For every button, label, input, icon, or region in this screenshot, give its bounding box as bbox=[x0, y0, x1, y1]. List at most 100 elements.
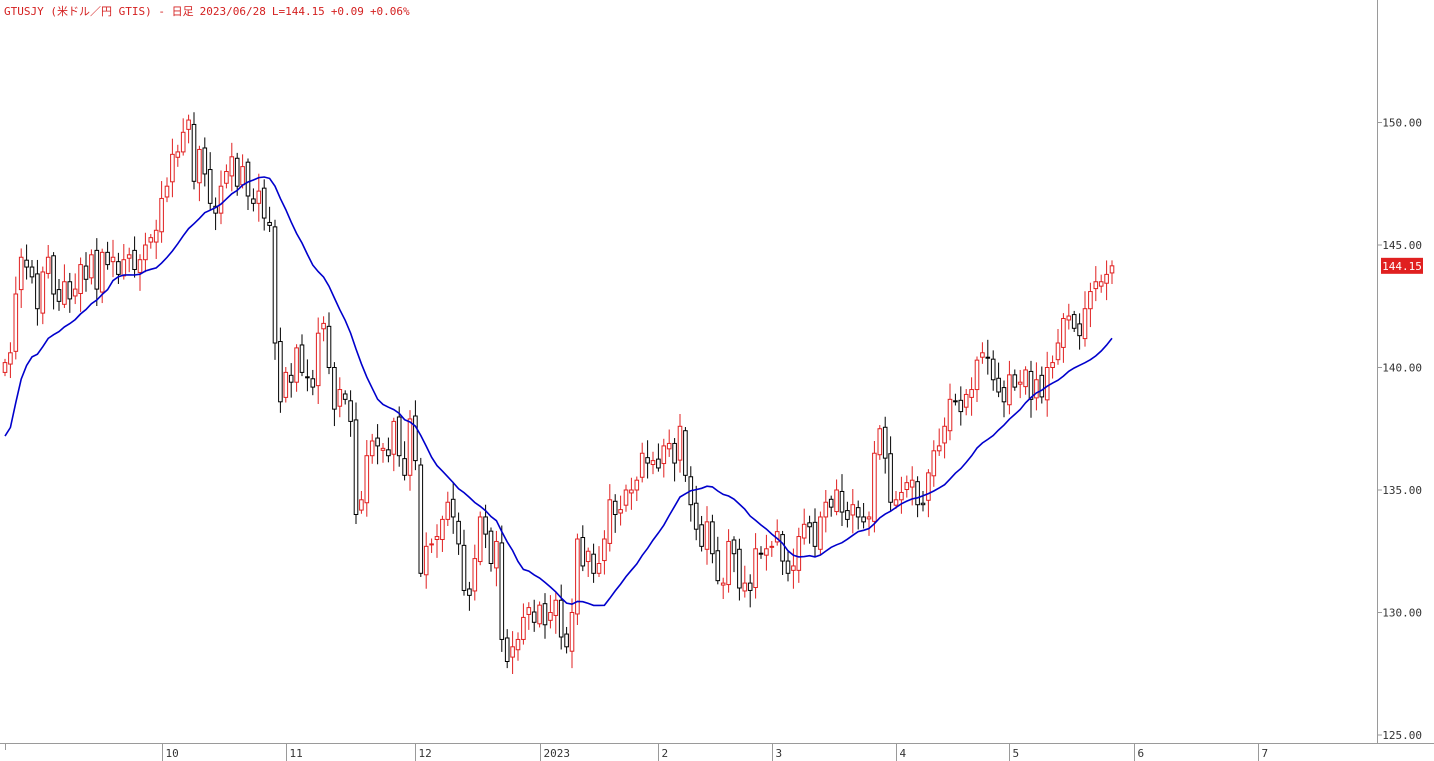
candle bbox=[764, 534, 769, 571]
candle bbox=[823, 490, 829, 533]
candle bbox=[931, 440, 937, 487]
candle-body bbox=[1055, 342, 1061, 361]
candle bbox=[294, 344, 299, 392]
candle-body bbox=[13, 293, 19, 352]
candle-body bbox=[110, 256, 116, 263]
candle bbox=[607, 484, 613, 552]
candle bbox=[477, 511, 483, 566]
candle-body bbox=[936, 445, 942, 452]
candle-body bbox=[261, 187, 267, 219]
candle bbox=[1007, 360, 1012, 415]
candle bbox=[251, 188, 256, 212]
candle-body bbox=[985, 356, 991, 359]
candle-body bbox=[218, 185, 224, 214]
candle bbox=[553, 591, 559, 634]
candle bbox=[29, 259, 35, 284]
candle bbox=[186, 114, 191, 144]
candle-body bbox=[753, 548, 758, 589]
candle bbox=[1050, 355, 1055, 379]
candle-body bbox=[904, 482, 910, 491]
candle-body bbox=[1088, 291, 1093, 310]
candle-body bbox=[326, 325, 332, 368]
candle-body bbox=[418, 464, 424, 574]
candle-body bbox=[866, 516, 872, 520]
candle bbox=[78, 257, 83, 312]
moving-average-line bbox=[4, 176, 1113, 607]
candle bbox=[1061, 313, 1066, 363]
candle-body bbox=[1104, 273, 1109, 284]
candle bbox=[105, 241, 110, 270]
candle bbox=[418, 457, 424, 577]
candle-body bbox=[623, 489, 629, 506]
candle-body bbox=[990, 358, 996, 381]
candle bbox=[807, 515, 812, 544]
candle-body bbox=[785, 560, 791, 574]
candle bbox=[1077, 313, 1082, 350]
candle-body bbox=[1066, 315, 1072, 321]
candle-body bbox=[666, 442, 672, 450]
candle-body bbox=[607, 499, 613, 544]
candle-body bbox=[715, 550, 721, 582]
candle bbox=[699, 515, 704, 552]
candle-body bbox=[580, 537, 586, 567]
candle bbox=[445, 491, 451, 527]
candle-body bbox=[553, 599, 559, 616]
candle-body bbox=[969, 389, 974, 398]
candle bbox=[904, 475, 910, 498]
candle-body bbox=[224, 171, 229, 184]
candle-body bbox=[504, 637, 510, 662]
candle-body bbox=[531, 611, 537, 623]
x-tick-label: 12 bbox=[419, 747, 432, 760]
candle-body bbox=[1093, 281, 1099, 290]
candle bbox=[737, 538, 742, 601]
candle bbox=[872, 441, 877, 533]
candle-body bbox=[213, 205, 218, 214]
last-price-text: L=144.15 bbox=[271, 5, 325, 18]
candle-body bbox=[186, 119, 191, 130]
candle bbox=[893, 490, 899, 509]
candle bbox=[839, 474, 845, 527]
candle bbox=[612, 494, 618, 533]
last-price-badge: 144.15 bbox=[1381, 257, 1423, 274]
candle-body bbox=[29, 266, 35, 278]
candle-body bbox=[105, 251, 110, 266]
candle-body bbox=[882, 426, 888, 459]
candle bbox=[899, 476, 904, 514]
candle-body bbox=[380, 447, 386, 451]
candle bbox=[715, 536, 721, 585]
last-price-badge-bg bbox=[1381, 257, 1423, 274]
candle-body bbox=[818, 516, 823, 550]
candle-body bbox=[483, 516, 488, 535]
date-label: 2023/06/28 bbox=[199, 5, 266, 18]
candle-body bbox=[764, 548, 769, 556]
candle-body bbox=[1039, 374, 1045, 398]
candle bbox=[148, 233, 154, 249]
candle bbox=[45, 245, 51, 279]
candle bbox=[650, 451, 656, 475]
candle-body bbox=[677, 425, 683, 461]
candle-body bbox=[602, 538, 607, 562]
candle-body bbox=[612, 500, 618, 515]
candle bbox=[288, 363, 294, 398]
candle-body bbox=[56, 289, 62, 302]
change-label: +0.09 bbox=[330, 5, 364, 18]
candle-body bbox=[758, 552, 764, 555]
candle-body bbox=[1109, 265, 1115, 274]
candle-body bbox=[121, 259, 127, 277]
candle bbox=[645, 440, 650, 479]
candle bbox=[1082, 291, 1088, 347]
candle bbox=[920, 490, 926, 512]
candle-body bbox=[488, 530, 494, 564]
candle bbox=[1001, 380, 1007, 418]
candle bbox=[413, 400, 418, 471]
candle-body bbox=[456, 520, 461, 545]
candle bbox=[245, 158, 251, 210]
candle-body bbox=[494, 540, 499, 569]
candle-body bbox=[639, 452, 645, 478]
candle-body bbox=[953, 400, 958, 403]
candle-body bbox=[834, 489, 839, 513]
candle bbox=[758, 546, 764, 559]
candle bbox=[24, 244, 29, 280]
y-tick-label: 140.00 bbox=[1382, 362, 1422, 375]
candle bbox=[834, 479, 839, 516]
